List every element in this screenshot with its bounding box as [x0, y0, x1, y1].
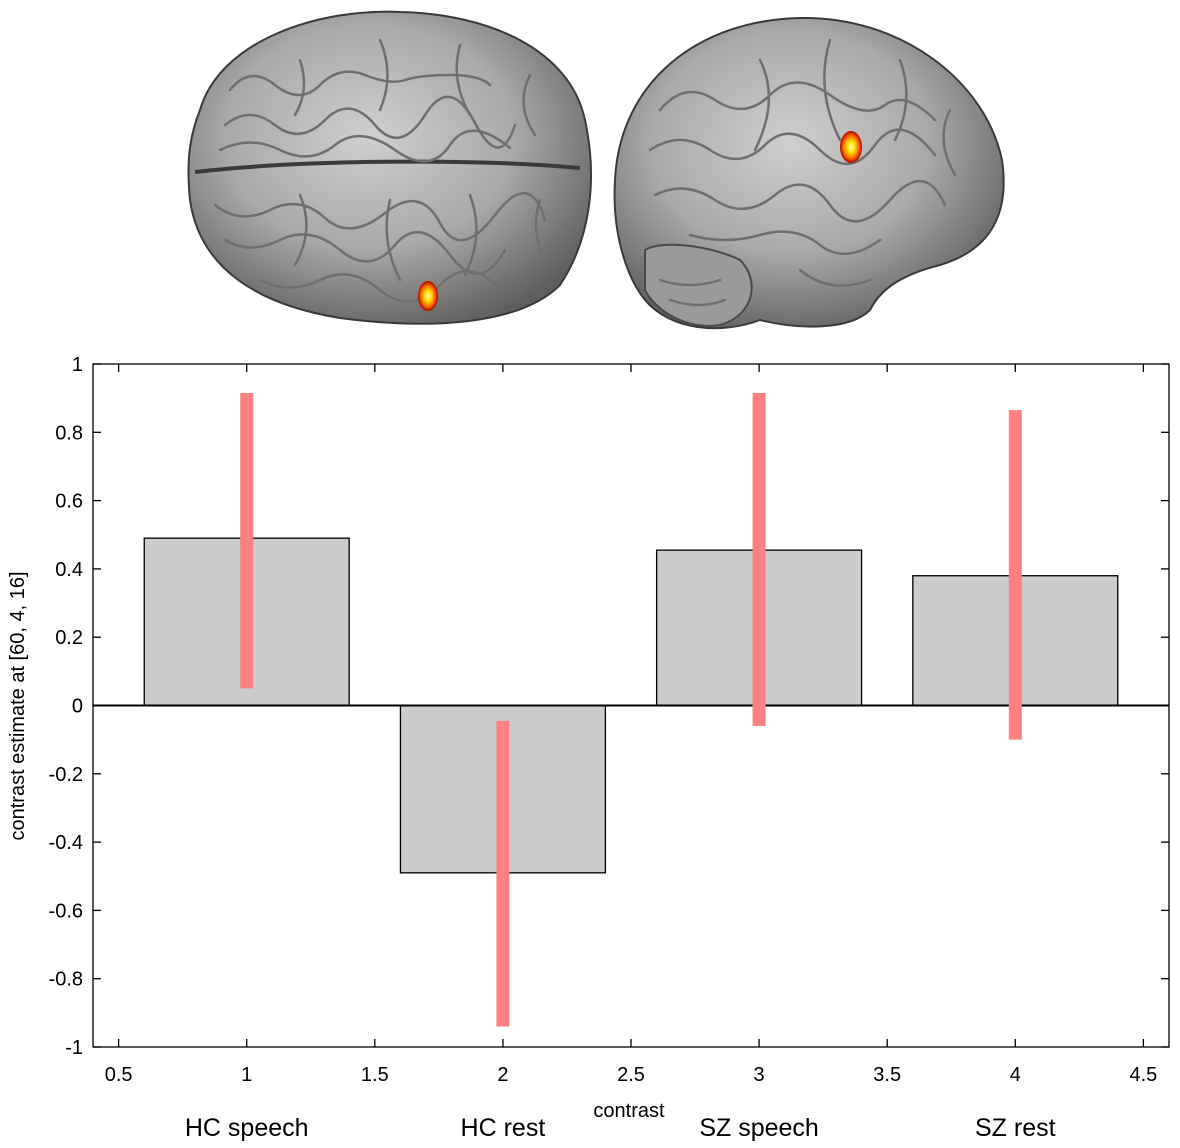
error-bars	[240, 393, 1022, 1027]
brain-lateral-view	[613, 16, 1005, 330]
gyri-pattern-dorsal	[213, 38, 547, 303]
y-tick-label: -0.2	[49, 764, 83, 786]
gyri-pattern-lateral	[648, 38, 957, 307]
category-labels: HC speech HC rest SZ speech SZ rest	[185, 1114, 1056, 1142]
y-tick-label: -0.6	[49, 900, 83, 922]
x-axis-title: contrast	[593, 1100, 665, 1122]
x-tick-label: 4.5	[1129, 1064, 1157, 1086]
y-tick-label: 0.2	[55, 627, 83, 649]
category-label: SZ speech	[699, 1114, 819, 1142]
category-label: SZ rest	[975, 1114, 1056, 1142]
activation-blob-dorsal	[418, 281, 438, 311]
x-tick-label: 2	[497, 1064, 508, 1086]
activation-blob-lateral	[840, 131, 862, 163]
y-tick-label: 1	[72, 354, 83, 376]
y-axis-ticks: -1 -0.8 -0.6 -0.4 -0.2 0 0.2 0.4 0.6 0.8 1	[49, 354, 1169, 1059]
x-tick-label: 1	[241, 1064, 252, 1086]
y-tick-label: 0	[72, 696, 83, 718]
x-tick-label: 3.5	[873, 1064, 901, 1086]
y-tick-label: 0.4	[55, 559, 83, 581]
y-axis-title: contrast estimate at [60, 4, 16]	[7, 571, 29, 840]
y-tick-label: -1	[65, 1037, 83, 1059]
bar-chart: -1 -0.8 -0.6 -0.4 -0.2 0 0.2 0.4 0.6 0.8 1 0.5 1 1.5…	[7, 354, 1170, 1142]
x-tick-label: 4	[1010, 1064, 1021, 1086]
x-axis-ticks: 0.5 1 1.5 2 2.5 3 3.5 4 4.5	[105, 364, 1157, 1086]
category-label: HC rest	[461, 1114, 546, 1142]
x-tick-label: 1.5	[361, 1064, 389, 1086]
brain-dorsal-shape	[187, 10, 592, 325]
longitudinal-fissure	[194, 159, 581, 174]
x-tick-label: 0.5	[105, 1064, 133, 1086]
y-tick-label: 0.8	[55, 422, 83, 444]
category-label: HC speech	[185, 1114, 309, 1142]
y-tick-label: -0.8	[49, 969, 83, 991]
brain-dorsal-view	[187, 10, 592, 325]
y-tick-label: -0.4	[49, 832, 83, 854]
y-tick-label: 0.6	[55, 491, 83, 513]
x-tick-label: 2.5	[617, 1064, 645, 1086]
x-tick-label: 3	[754, 1064, 765, 1086]
